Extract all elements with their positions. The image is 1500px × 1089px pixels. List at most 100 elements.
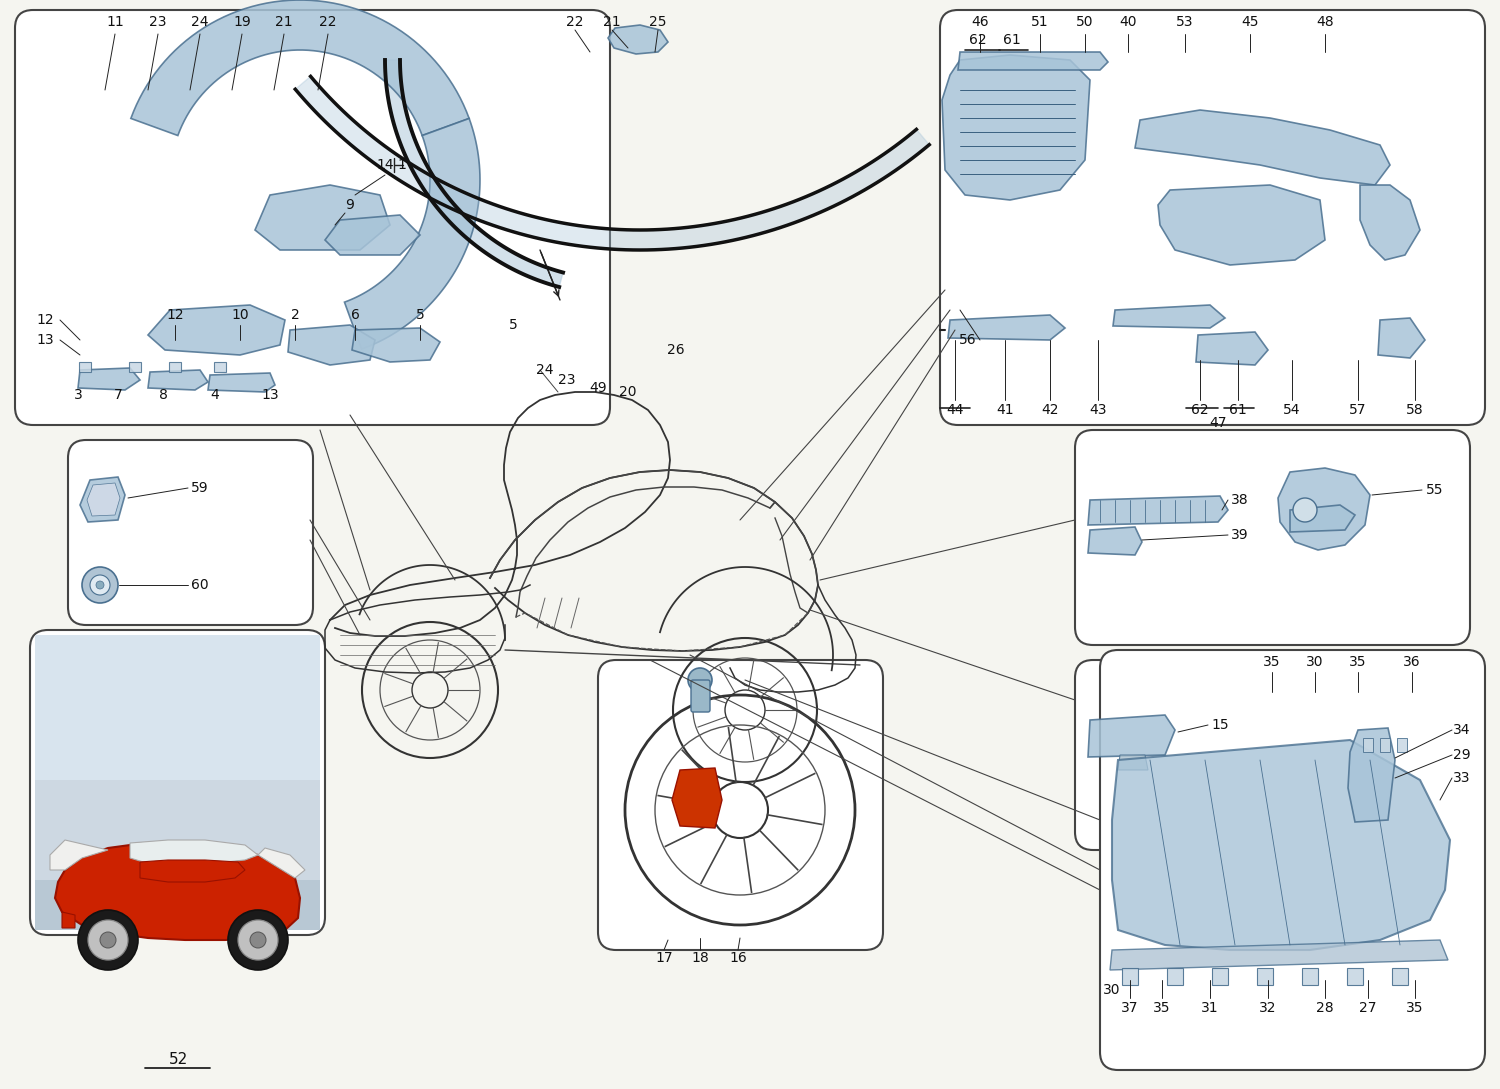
Polygon shape <box>148 305 285 355</box>
Text: 51: 51 <box>1030 15 1048 29</box>
Text: 10: 10 <box>231 308 249 322</box>
Text: 21: 21 <box>603 15 621 29</box>
Polygon shape <box>1167 968 1184 984</box>
Polygon shape <box>1396 738 1407 752</box>
Text: 11: 11 <box>106 15 124 29</box>
Text: 25: 25 <box>650 15 666 29</box>
Polygon shape <box>352 328 440 362</box>
Polygon shape <box>345 119 480 350</box>
Polygon shape <box>958 52 1108 70</box>
Polygon shape <box>140 860 244 882</box>
Polygon shape <box>62 911 75 928</box>
Text: 35: 35 <box>1154 1001 1170 1015</box>
Polygon shape <box>1392 968 1408 984</box>
Polygon shape <box>80 477 124 522</box>
Circle shape <box>238 920 278 960</box>
Text: 2: 2 <box>291 308 300 322</box>
FancyBboxPatch shape <box>1100 650 1485 1070</box>
Polygon shape <box>1118 755 1148 770</box>
Text: 3: 3 <box>74 388 82 402</box>
Polygon shape <box>214 362 226 372</box>
Text: 18: 18 <box>692 951 709 965</box>
Polygon shape <box>942 56 1090 200</box>
Polygon shape <box>56 843 300 940</box>
Polygon shape <box>1158 185 1324 265</box>
Polygon shape <box>255 185 390 250</box>
Text: 16: 16 <box>729 951 747 965</box>
Text: 48: 48 <box>1316 15 1334 29</box>
Polygon shape <box>50 840 108 870</box>
Text: 61: 61 <box>1004 33 1022 47</box>
Text: 19: 19 <box>232 15 250 29</box>
Text: 15: 15 <box>1210 718 1228 732</box>
Text: 49: 49 <box>590 381 608 395</box>
Text: 34: 34 <box>1454 723 1470 737</box>
Text: 35: 35 <box>1350 654 1366 669</box>
Polygon shape <box>170 362 182 372</box>
Text: 24: 24 <box>537 363 554 377</box>
Polygon shape <box>78 368 140 390</box>
Polygon shape <box>1113 305 1226 328</box>
FancyBboxPatch shape <box>34 880 320 930</box>
Polygon shape <box>1290 505 1354 533</box>
Polygon shape <box>1380 738 1390 752</box>
Text: 50: 50 <box>1077 15 1094 29</box>
Polygon shape <box>87 484 120 516</box>
Text: 13: 13 <box>261 388 279 402</box>
Text: 47: 47 <box>1209 416 1227 430</box>
Text: 58: 58 <box>1406 403 1423 417</box>
Circle shape <box>82 567 118 603</box>
Polygon shape <box>1088 715 1174 757</box>
Text: 31: 31 <box>1202 1001 1219 1015</box>
Text: 35: 35 <box>1407 1001 1424 1015</box>
Text: 43: 43 <box>1089 403 1107 417</box>
Text: 60: 60 <box>190 578 208 592</box>
FancyBboxPatch shape <box>598 660 884 950</box>
Text: 35: 35 <box>1263 654 1281 669</box>
Polygon shape <box>288 325 375 365</box>
Polygon shape <box>1122 968 1138 984</box>
Polygon shape <box>1364 738 1372 752</box>
Text: 56: 56 <box>958 333 976 347</box>
Text: 33: 33 <box>1454 771 1470 785</box>
Text: 55: 55 <box>1426 484 1443 497</box>
FancyBboxPatch shape <box>68 440 314 625</box>
Text: 59: 59 <box>190 481 208 495</box>
Text: 46: 46 <box>970 15 988 29</box>
Text: 32: 32 <box>1260 1001 1276 1015</box>
Text: 45: 45 <box>1242 15 1258 29</box>
Text: 61: 61 <box>1228 403 1246 417</box>
Polygon shape <box>608 25 668 54</box>
Polygon shape <box>258 848 305 878</box>
FancyBboxPatch shape <box>940 10 1485 425</box>
Polygon shape <box>1196 332 1268 365</box>
Text: 6: 6 <box>351 308 360 322</box>
FancyBboxPatch shape <box>692 680 709 712</box>
Polygon shape <box>1212 968 1228 984</box>
Text: 54: 54 <box>1282 403 1300 417</box>
Text: 42: 42 <box>1041 403 1059 417</box>
Circle shape <box>1293 498 1317 522</box>
Polygon shape <box>1278 468 1370 550</box>
Text: 53: 53 <box>1176 15 1194 29</box>
Polygon shape <box>1302 968 1318 984</box>
Polygon shape <box>1348 729 1395 822</box>
Polygon shape <box>209 374 274 392</box>
Text: 41: 41 <box>996 403 1014 417</box>
Text: 12: 12 <box>36 313 54 327</box>
Text: 17: 17 <box>656 951 674 965</box>
Text: 40: 40 <box>1119 15 1137 29</box>
Text: 29: 29 <box>1454 748 1472 762</box>
Circle shape <box>90 575 110 595</box>
Text: 36: 36 <box>1402 654 1420 669</box>
Polygon shape <box>1112 741 1450 950</box>
Text: 57: 57 <box>1350 403 1366 417</box>
Text: 14: 14 <box>376 158 394 172</box>
Polygon shape <box>130 0 470 135</box>
Text: 4: 4 <box>210 388 219 402</box>
Circle shape <box>251 932 266 949</box>
FancyBboxPatch shape <box>1076 660 1280 851</box>
Text: 20: 20 <box>620 386 636 399</box>
Circle shape <box>688 668 712 692</box>
Text: 7: 7 <box>114 388 123 402</box>
